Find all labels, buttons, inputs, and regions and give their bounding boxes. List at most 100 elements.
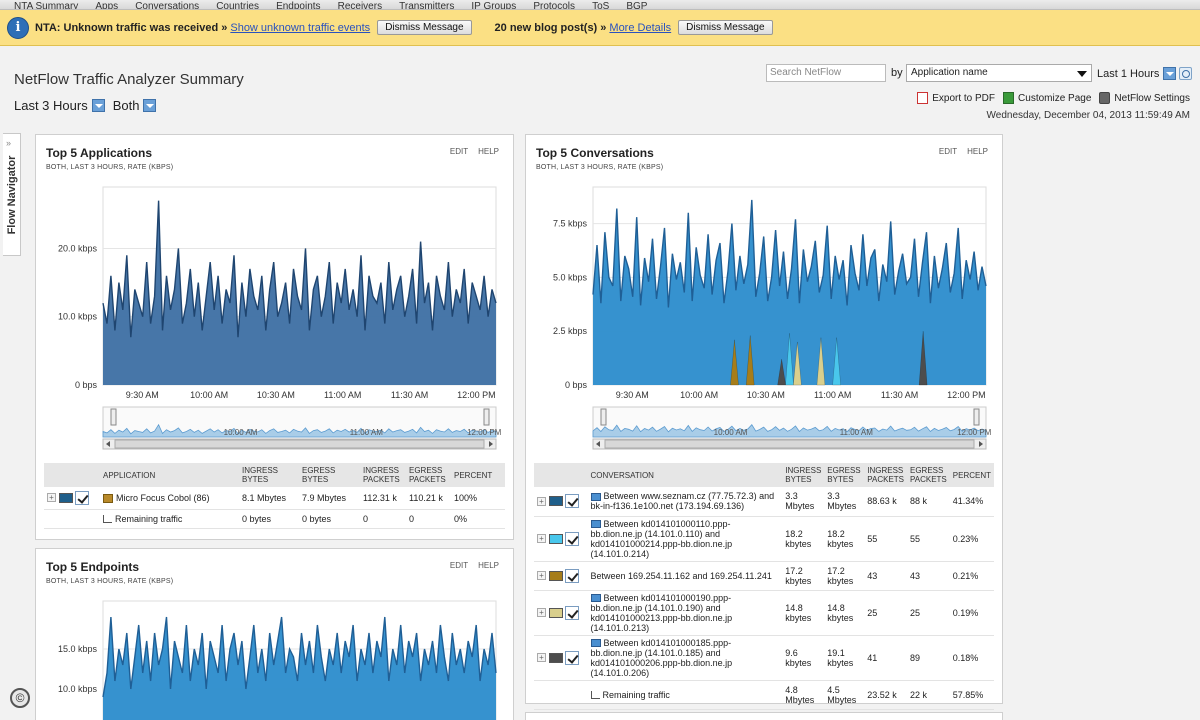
egress-bytes: 18.2 kbytes — [824, 516, 865, 562]
expand-icon[interactable]: + — [537, 533, 546, 543]
col-ingress-bytes[interactable]: INGRESS BYTES — [239, 463, 299, 487]
navigator-tick-label: 11:00 AM — [350, 428, 384, 437]
nav-protocols[interactable]: Protocols — [533, 1, 575, 10]
color-swatch — [548, 652, 563, 663]
expand-icon[interactable]: + — [47, 493, 56, 503]
egress-packets: 55 — [907, 516, 950, 562]
row-checkbox[interactable] — [565, 568, 580, 583]
table-row[interactable]: + Between 169.254.11.162 and 169.254.11.… — [534, 561, 994, 591]
row-checkbox[interactable] — [565, 494, 580, 509]
applications-chart[interactable]: 0 bps 10.0 kbps 20.0 kbps 9:30 AM 10:00 AM 10… — [36, 135, 515, 460]
last-hours-dropdown-icon[interactable] — [1163, 67, 1177, 80]
conversation-name[interactable]: Between www.seznam.cz (77.75.72.3) and b… — [590, 491, 775, 512]
conversation-name[interactable]: Between kd014101000185.ppp-bb.dion.ne.jp… — [590, 637, 733, 678]
spike-mark — [730, 339, 739, 386]
row-checkbox[interactable] — [565, 650, 580, 665]
expand-icon[interactable]: + — [537, 496, 546, 506]
nav-endpoints[interactable]: Endpoints — [276, 1, 321, 10]
col-egress-packets[interactable]: EGRESS PACKETS — [406, 463, 451, 487]
edit-link[interactable]: EDIT — [449, 561, 469, 570]
col-ingress-bytes[interactable]: INGRESS BYTES — [782, 463, 825, 487]
col-ingress-packets[interactable]: INGRESS PACKETS — [360, 463, 406, 487]
conversation-name[interactable]: Between kd014101000110.ppp-bb.dion.ne.jp… — [590, 518, 733, 559]
panel-links: EDIT HELP — [440, 147, 499, 156]
col-egress-bytes[interactable]: EGRESS BYTES — [299, 463, 360, 487]
egress-bytes: 19.1 kbytes — [824, 635, 865, 681]
nav-apps[interactable]: Apps — [95, 1, 119, 10]
application-name[interactable]: Micro Focus Cobol (86) — [116, 492, 210, 503]
search-by-select[interactable]: Application name — [906, 64, 1092, 82]
nav-countries[interactable]: Countries — [216, 1, 259, 10]
y-tick-label: 0 bps — [565, 380, 588, 390]
expand-icon[interactable]: + — [537, 652, 546, 662]
edit-link[interactable]: EDIT — [449, 147, 469, 156]
expand-icon[interactable]: + — [537, 570, 546, 580]
help-link[interactable]: HELP — [478, 561, 499, 570]
copyright-icon: © — [10, 688, 30, 708]
y-tick-label: 15.0 kbps — [58, 644, 98, 654]
x-tick-label: 10:00 AM — [680, 390, 718, 400]
col-conversation[interactable]: CONVERSATION — [587, 463, 783, 487]
help-link[interactable]: HELP — [478, 147, 499, 156]
table-row[interactable]: + Between kd014101000110.ppp-bb.dion.ne.… — [534, 516, 994, 562]
nav-receivers[interactable]: Receivers — [337, 1, 383, 10]
netflow-settings-link[interactable]: NetFlow Settings — [1099, 92, 1190, 104]
direction-dropdown-icon[interactable] — [143, 99, 157, 112]
nav-summary[interactable]: NTA Summary — [14, 1, 79, 10]
col-ingress-packets[interactable]: INGRESS PACKETS — [864, 463, 907, 487]
spike-mark — [777, 359, 786, 386]
conversation-name[interactable]: Between kd014101000190.ppp-bb.dion.ne.jp… — [590, 592, 733, 633]
spike-mark — [745, 335, 755, 386]
search-netflow-input[interactable]: Search NetFlow — [766, 64, 886, 82]
conversations-chart[interactable]: 0 bps 2.5 kbps 5.0 kbps 7.5 kbps 9:30 AM 10:0… — [526, 135, 1004, 460]
ingress-bytes: 9.6 kbytes — [782, 635, 825, 681]
export-pdf-link[interactable]: Export to PDF — [917, 92, 995, 104]
percent: 0.21% — [949, 561, 994, 591]
scroll-left-icon — [596, 441, 600, 447]
conversation-icon — [590, 492, 601, 501]
search-icon[interactable] — [1179, 67, 1193, 80]
flow-navigator-tab[interactable]: » Flow Navigator — [3, 133, 21, 256]
ingress-bytes: 18.2 kbytes — [782, 516, 825, 562]
table-row[interactable]: + Between www.seznam.cz (77.75.72.3) and… — [534, 487, 994, 517]
table-row[interactable]: + Between kd014101000190.ppp-bb.dion.ne.… — [534, 590, 994, 636]
table-row[interactable]: + Between kd014101000185.ppp-bb.dion.ne.… — [534, 635, 994, 681]
col-egress-packets[interactable]: EGRESS PACKETS — [907, 463, 950, 487]
conversation-icon — [590, 639, 601, 648]
remaining-label: Remaining traffic — [115, 513, 183, 524]
dismiss-button-2[interactable]: Dismiss Message — [678, 20, 773, 35]
y-tick-label: 0 bps — [75, 380, 98, 390]
conversation-name[interactable]: Between 169.254.11.162 and 169.254.11.24… — [590, 570, 772, 581]
last-hours-selector[interactable]: Last 1 Hours — [1097, 67, 1193, 80]
more-details-link[interactable]: More Details — [609, 21, 672, 34]
ingress-packets: 41 — [864, 635, 907, 681]
ingress-packets: 88.63 k — [864, 487, 907, 517]
table-row[interactable]: + Micro Focus Cobol (86) 8.1 Mbytes 7.9 … — [44, 487, 505, 510]
expand-icon[interactable]: + — [537, 607, 546, 617]
period-dropdown-icon[interactable] — [91, 99, 105, 112]
help-link[interactable]: HELP — [967, 147, 988, 156]
col-application[interactable]: APPLICATION — [100, 463, 239, 487]
ingress-bytes: 4.8 Mbytes — [782, 680, 825, 710]
nav-conversations[interactable]: Conversations — [135, 1, 200, 10]
egress-packets: 110.21 k — [406, 487, 451, 510]
show-unknown-traffic-link[interactable]: Show unknown traffic events — [230, 21, 371, 34]
customize-page-link[interactable]: Customize Page — [1003, 92, 1091, 104]
egress-packets: 22 k — [907, 680, 950, 710]
col-egress-bytes[interactable]: EGRESS BYTES — [824, 463, 865, 487]
row-checkbox[interactable] — [565, 531, 580, 546]
col-percent[interactable]: PERCENT — [949, 463, 994, 487]
ingress-packets: 0 — [360, 509, 406, 529]
nav-bgp[interactable]: BGP — [626, 1, 648, 10]
row-checkbox[interactable] — [565, 605, 580, 620]
nav-tos[interactable]: ToS — [592, 1, 610, 10]
nav-transmitters[interactable]: Transmitters — [399, 1, 455, 10]
endpoints-chart[interactable]: 10.0 kbps 15.0 kbps — [36, 549, 515, 720]
row-checkbox[interactable] — [75, 490, 90, 505]
conversation-icon — [590, 520, 601, 529]
edit-link[interactable]: EDIT — [938, 147, 958, 156]
dismiss-button-1[interactable]: Dismiss Message — [377, 20, 472, 35]
col-percent[interactable]: PERCENT — [451, 463, 505, 487]
scroll-right-icon — [489, 441, 493, 447]
nav-ip-groups[interactable]: IP Groups — [471, 1, 517, 10]
